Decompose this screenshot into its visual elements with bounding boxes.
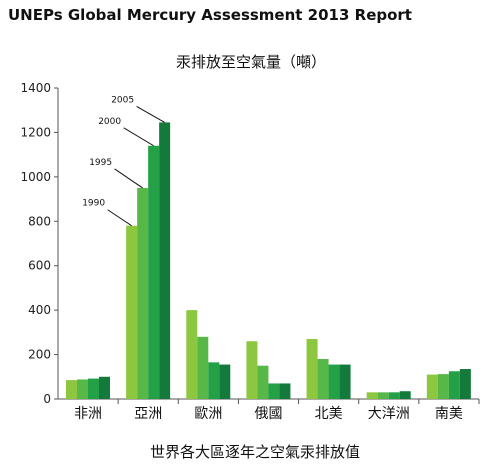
- annotation-leader-line: [107, 209, 132, 227]
- bar: [88, 378, 99, 399]
- plot-area: 0 200 400 600 800 1000 1200 1400 非洲 亞洲 歐洲 俄國 北美 大洋洲 南美…: [20, 81, 480, 422]
- annotation-label: 2005: [111, 95, 134, 105]
- y-tick-label: 1400: [20, 81, 51, 95]
- bar: [366, 392, 378, 399]
- y-tick-label: 1000: [20, 170, 51, 184]
- bar: [279, 383, 291, 399]
- bar: [377, 392, 389, 399]
- bar: [137, 187, 149, 399]
- annotation-label: 2000: [98, 117, 121, 127]
- bar: [257, 365, 269, 399]
- y-tick-label: 400: [28, 303, 51, 317]
- x-tick-label: 非洲: [74, 406, 102, 422]
- y-tick-label: 600: [28, 259, 51, 273]
- bar: [437, 374, 449, 399]
- bar: [246, 341, 258, 399]
- bar: [426, 374, 438, 399]
- y-tick-label: 1200: [20, 125, 51, 139]
- y-tick-label: 200: [28, 348, 51, 362]
- y-tick-label: 0: [43, 392, 51, 406]
- bar: [339, 364, 351, 399]
- bar: [208, 362, 220, 399]
- x-tick-label: 大洋洲: [368, 406, 410, 422]
- report-header: UNEPs Global Mercury Assessment 2013 Rep…: [8, 6, 412, 24]
- bar: [306, 339, 318, 399]
- annotation-leader-line: [136, 105, 165, 123]
- annotation-leader-line: [123, 127, 154, 147]
- bar: [399, 391, 411, 399]
- bar: [99, 376, 110, 399]
- chart-title: 汞排放至空氣量（噸）: [176, 53, 326, 71]
- y-tick-label: 800: [28, 214, 51, 228]
- x-tick-label: 俄國: [255, 406, 283, 422]
- annotation-label: 1990: [82, 199, 105, 209]
- bar: [448, 371, 460, 399]
- bar: [317, 359, 329, 399]
- bar: [66, 380, 77, 399]
- bar: [186, 310, 198, 399]
- x-axis-label: 世界各大區逐年之空氣汞排放值: [150, 443, 360, 461]
- bar: [219, 364, 231, 399]
- bar: [159, 122, 171, 400]
- x-tick-label: 南美: [435, 406, 463, 422]
- bar: [328, 364, 340, 399]
- bar: [148, 145, 160, 399]
- bar: [126, 225, 138, 399]
- annotation-label: 1995: [89, 158, 112, 168]
- x-tick-label: 歐洲: [194, 406, 222, 422]
- x-tick-label: 亞洲: [134, 406, 162, 422]
- annotation-leader-line: [114, 168, 143, 189]
- bar: [197, 336, 209, 399]
- bar: [268, 383, 280, 399]
- x-tick-label: 北美: [315, 406, 343, 422]
- bar: [388, 392, 400, 399]
- bar: [77, 379, 88, 399]
- bar: [459, 369, 471, 399]
